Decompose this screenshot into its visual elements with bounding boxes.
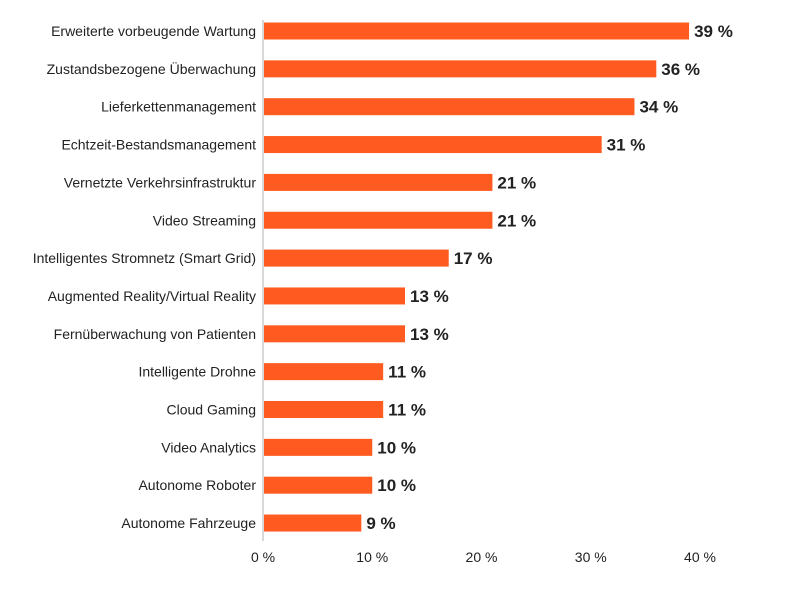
value-label-intelligentes-stromnetz-smart-grid: 17 % — [454, 249, 493, 268]
bar-augmented-reality-virtual-reality — [264, 287, 405, 304]
category-label-fernueberwachung-von-patienten: Fernüberwachung von Patienten — [54, 326, 256, 342]
value-label-lieferkettenmanagement: 34 % — [639, 98, 678, 117]
category-label-autonome-fahrzeuge: Autonome Fahrzeuge — [121, 515, 256, 531]
value-label-echtzeit-bestandsmanagement: 31 % — [607, 136, 646, 155]
value-label-video-analytics: 10 % — [377, 438, 416, 457]
value-label-video-streaming: 21 % — [497, 211, 536, 230]
category-label-intelligentes-stromnetz-smart-grid: Intelligentes Stromnetz (Smart Grid) — [33, 250, 256, 266]
bar-intelligentes-stromnetz-smart-grid — [264, 250, 449, 267]
category-label-intelligente-drohne: Intelligente Drohne — [138, 364, 256, 380]
value-label-autonome-roboter: 10 % — [377, 476, 416, 495]
category-label-erweiterte-vorbeugende-wartung: Erweiterte vorbeugende Wartung — [51, 23, 256, 39]
bars-layer — [264, 23, 689, 532]
category-label-video-analytics: Video Analytics — [161, 439, 256, 455]
value-label-fernueberwachung-von-patienten: 13 % — [410, 325, 449, 344]
value-label-intelligente-drohne: 11 % — [388, 363, 426, 382]
x-tick-label: 0 % — [251, 549, 275, 565]
bar-autonome-fahrzeuge — [264, 515, 361, 532]
x-tick-label: 10 % — [356, 549, 388, 565]
bar-video-streaming — [264, 212, 492, 229]
bar-chart: Erweiterte vorbeugende Wartung Zustandsbe… — [0, 0, 800, 600]
bar-echtzeit-bestandsmanagement — [264, 136, 602, 153]
x-tick-label: 20 % — [466, 549, 498, 565]
bar-cloud-gaming — [264, 401, 383, 418]
x-tick-label: 40 % — [684, 549, 716, 565]
bar-erweiterte-vorbeugende-wartung — [264, 23, 689, 40]
value-label-vernetzte-verkehrsinfrastruktur: 21 % — [497, 173, 536, 192]
bar-video-analytics — [264, 439, 372, 456]
bar-intelligente-drohne — [264, 363, 383, 380]
x-tick-label: 30 % — [575, 549, 607, 565]
category-label-cloud-gaming: Cloud Gaming — [167, 402, 257, 418]
bar-autonome-roboter — [264, 477, 372, 494]
category-label-autonome-roboter: Autonome Roboter — [138, 477, 256, 493]
value-label-autonome-fahrzeuge: 9 % — [366, 514, 395, 533]
bar-fernueberwachung-von-patienten — [264, 325, 405, 342]
category-label-lieferkettenmanagement: Lieferkettenmanagement — [101, 99, 256, 115]
x-axis-ticks-layer: 0 % 10 % 20 % 30 % 40 % — [251, 549, 716, 565]
value-label-zustandsbezogene-ueberwachung: 36 % — [661, 60, 700, 79]
category-label-video-streaming: Video Streaming — [153, 212, 256, 228]
category-label-augmented-reality-virtual-reality: Augmented Reality/Virtual Reality — [48, 288, 256, 304]
value-label-cloud-gaming: 11 % — [388, 401, 426, 420]
value-label-erweiterte-vorbeugende-wartung: 39 % — [694, 22, 733, 41]
category-label-echtzeit-bestandsmanagement: Echtzeit-Bestandsmanagement — [61, 137, 256, 153]
value-label-augmented-reality-virtual-reality: 13 % — [410, 287, 449, 306]
bar-zustandsbezogene-ueberwachung — [264, 60, 656, 77]
category-label-vernetzte-verkehrsinfrastruktur: Vernetzte Verkehrsinfrastruktur — [64, 174, 257, 190]
bar-lieferkettenmanagement — [264, 98, 634, 115]
category-labels-layer: Erweiterte vorbeugende Wartung Zustandsbe… — [33, 23, 257, 531]
bar-vernetzte-verkehrsinfrastruktur — [264, 174, 492, 191]
category-label-zustandsbezogene-ueberwachung: Zustandsbezogene Überwachung — [47, 60, 256, 77]
